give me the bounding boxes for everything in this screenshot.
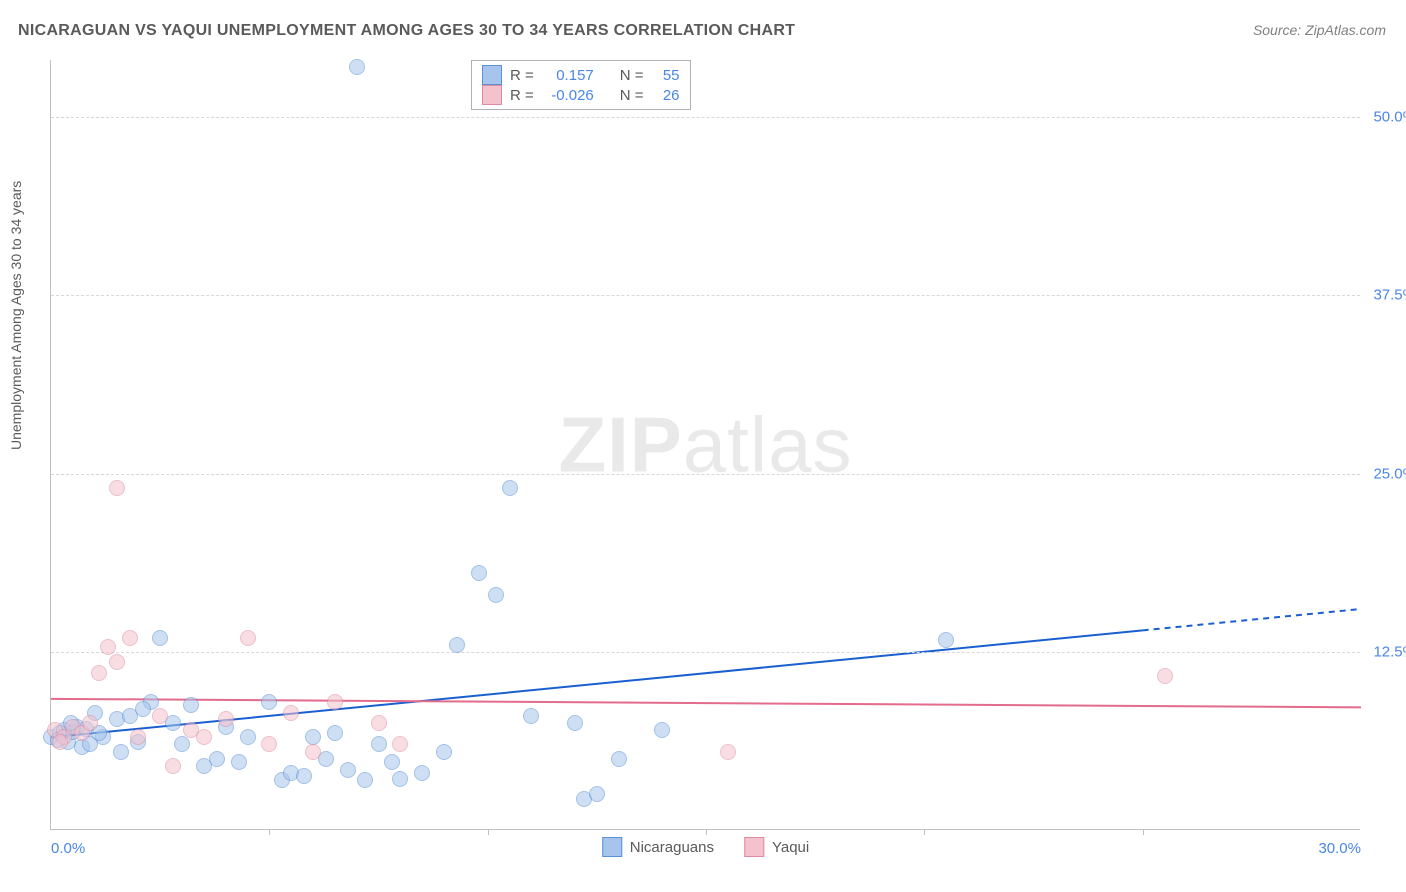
r-label: R =	[510, 67, 534, 84]
scatter-point	[502, 480, 518, 496]
n-value: 55	[652, 67, 680, 84]
series-legend: Nicaraguans Yaqui	[602, 837, 809, 857]
r-value: 0.157	[542, 67, 594, 84]
scatter-point	[349, 59, 365, 75]
x-tick	[269, 829, 270, 835]
scatter-point	[183, 697, 199, 713]
legend-item: Yaqui	[744, 837, 809, 857]
scatter-point	[231, 754, 247, 770]
scatter-point	[130, 729, 146, 745]
scatter-point	[488, 587, 504, 603]
scatter-point	[392, 736, 408, 752]
x-tick-label: 30.0%	[1318, 840, 1361, 857]
scatter-point	[305, 744, 321, 760]
scatter-point	[109, 654, 125, 670]
gridline	[51, 474, 1360, 475]
scatter-point	[384, 754, 400, 770]
scatter-point	[414, 765, 430, 781]
series-swatch	[744, 837, 764, 857]
scatter-point	[589, 786, 605, 802]
plot-area: ZIPatlas R =0.157N =55R =-0.026N =26 Nic…	[50, 60, 1360, 830]
scatter-point	[371, 715, 387, 731]
scatter-point	[261, 736, 277, 752]
scatter-point	[357, 772, 373, 788]
gridline	[51, 295, 1360, 296]
scatter-point	[1157, 668, 1173, 684]
n-value: 26	[652, 87, 680, 104]
scatter-point	[654, 722, 670, 738]
scatter-point	[283, 705, 299, 721]
scatter-point	[327, 725, 343, 741]
r-label: R =	[510, 87, 534, 104]
trend-line	[51, 630, 1143, 737]
y-tick-label: 12.5%	[1366, 643, 1406, 660]
y-tick-label: 37.5%	[1366, 287, 1406, 304]
scatter-point	[82, 715, 98, 731]
scatter-point	[122, 630, 138, 646]
scatter-point	[523, 708, 539, 724]
x-tick	[488, 829, 489, 835]
scatter-point	[218, 711, 234, 727]
stats-row: R = 0.157 N = 55	[482, 65, 680, 85]
scatter-point	[240, 630, 256, 646]
scatter-point	[165, 758, 181, 774]
scatter-point	[113, 744, 129, 760]
scatter-point	[392, 771, 408, 787]
scatter-point	[340, 762, 356, 778]
scatter-point	[209, 751, 225, 767]
stats-legend: R = 0.157 N = 55 R = -0.026 N = 26	[471, 60, 691, 110]
stats-row: R = -0.026 N = 26	[482, 85, 680, 105]
y-tick-label: 50.0%	[1366, 109, 1406, 126]
n-label: N =	[620, 87, 644, 104]
scatter-point	[135, 701, 151, 717]
scatter-point	[152, 708, 168, 724]
legend-item: Nicaraguans	[602, 837, 714, 857]
trend-line	[51, 699, 1361, 708]
scatter-point	[152, 630, 168, 646]
r-value: -0.026	[542, 87, 594, 104]
x-tick	[1143, 829, 1144, 835]
n-label: N =	[620, 67, 644, 84]
scatter-point	[471, 565, 487, 581]
scatter-point	[196, 729, 212, 745]
scatter-point	[449, 637, 465, 653]
scatter-point	[91, 665, 107, 681]
gridline	[51, 117, 1360, 118]
trend-line-extension	[1143, 609, 1361, 630]
series-swatch	[482, 65, 502, 85]
scatter-point	[720, 744, 736, 760]
chart-title: NICARAGUAN VS YAQUI UNEMPLOYMENT AMONG A…	[18, 22, 795, 40]
gridline	[51, 652, 1360, 653]
scatter-point	[174, 736, 190, 752]
source-label: Source: ZipAtlas.com	[1253, 22, 1386, 38]
legend-label: Yaqui	[772, 839, 809, 856]
scatter-point	[240, 729, 256, 745]
scatter-point	[567, 715, 583, 731]
y-axis-label: Unemployment Among Ages 30 to 34 years	[8, 181, 24, 450]
y-tick-label: 25.0%	[1366, 465, 1406, 482]
series-swatch	[482, 85, 502, 105]
scatter-point	[436, 744, 452, 760]
scatter-point	[296, 768, 312, 784]
legend-label: Nicaraguans	[630, 839, 714, 856]
x-tick-label: 0.0%	[51, 840, 85, 857]
scatter-point	[371, 736, 387, 752]
scatter-point	[611, 751, 627, 767]
scatter-point	[938, 632, 954, 648]
scatter-point	[327, 694, 343, 710]
chart-svg	[51, 60, 1361, 830]
series-swatch	[602, 837, 622, 857]
scatter-point	[261, 694, 277, 710]
scatter-point	[109, 480, 125, 496]
scatter-point	[52, 734, 68, 750]
x-tick	[706, 829, 707, 835]
x-tick	[924, 829, 925, 835]
